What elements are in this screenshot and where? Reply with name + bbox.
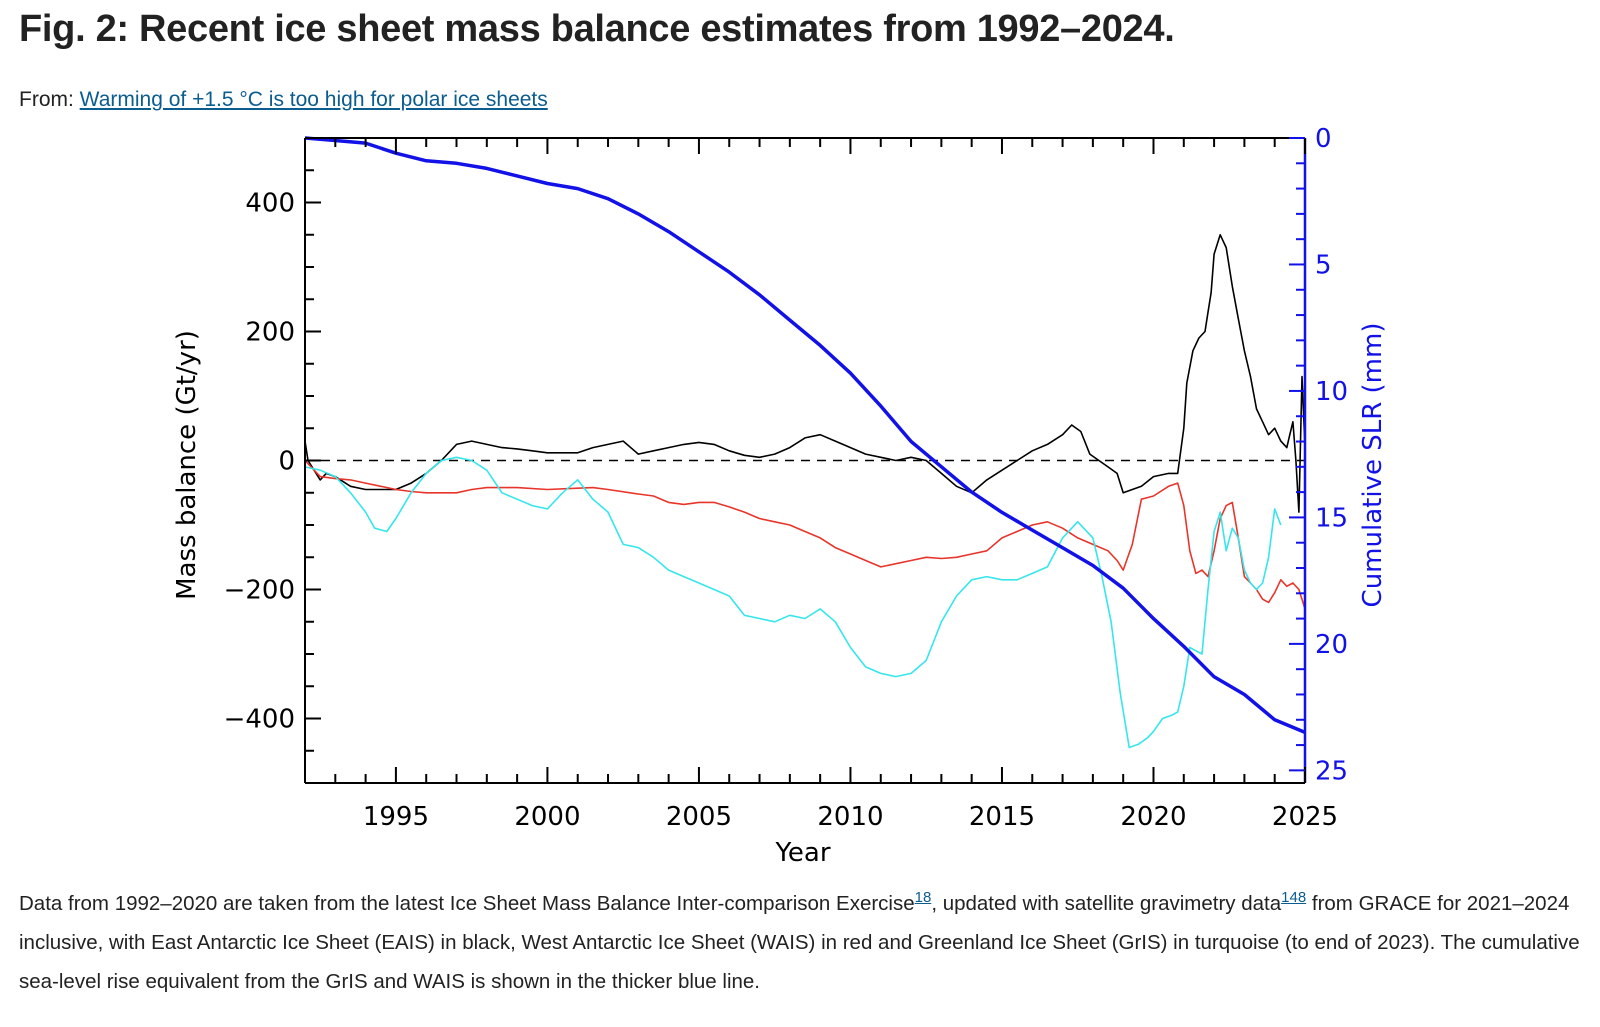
x-tick-label: 1995	[363, 802, 429, 832]
axes-layer: 1995 2000 2005 2010 2015 2020 2025−400−2000200…	[224, 124, 1349, 832]
x-axis-title: Year	[774, 838, 830, 868]
y-tick-label: 200	[245, 318, 295, 348]
caption-text-3: from GRACE for 2021–2024 inclusive, with…	[19, 892, 1580, 993]
source-article-link[interactable]: Warming of +1.5 °C is too high for polar…	[79, 88, 548, 111]
y2-axis-title: Cumulative SLR (mm)	[1358, 323, 1388, 608]
y2-tick-label: 25	[1315, 756, 1348, 786]
y2-tick-label: 5	[1315, 250, 1332, 280]
x-tick-label: 2010	[817, 802, 883, 832]
series-line-wais	[304, 459, 1306, 610]
from-label: From:	[19, 88, 74, 111]
x-tick-label: 2005	[666, 802, 732, 832]
figure-caption: Data from 1992–2020 are taken from the l…	[19, 884, 1584, 1001]
y-tick-label: −400	[224, 705, 295, 735]
x-tick-label: 2000	[514, 802, 580, 832]
x-tick-label: 2020	[1120, 802, 1186, 832]
figure-title: Fig. 2: Recent ice sheet mass balance es…	[19, 8, 1175, 50]
reference-link-18[interactable]: 18	[914, 889, 932, 907]
series-layer	[304, 136, 1306, 749]
caption-text-2: , updated with satellite gravimetry data	[931, 892, 1282, 915]
y2-tick-label: 10	[1315, 377, 1348, 407]
y-axis-title: Mass balance (Gt/yr)	[172, 330, 202, 600]
series-line-gris	[304, 456, 1282, 749]
y-tick-label: 0	[278, 447, 295, 477]
y-tick-label: −200	[224, 576, 295, 606]
series-line-slr	[304, 136, 1306, 735]
source-line: From: Warming of +1.5 °C is too high for…	[19, 88, 548, 112]
y2-tick-label: 0	[1315, 124, 1332, 154]
y2-tick-label: 20	[1315, 630, 1348, 660]
caption-text-1: Data from 1992–2020 are taken from the l…	[19, 892, 915, 915]
x-tick-label: 2015	[969, 802, 1035, 832]
mass-balance-chart: 1995 2000 2005 2010 2015 2020 2025−400−2000200…	[172, 124, 1388, 868]
reference-link-148[interactable]: 148	[1281, 889, 1307, 907]
y-tick-label: 400	[245, 189, 295, 219]
x-tick-label: 2025	[1272, 802, 1338, 832]
y2-tick-label: 15	[1315, 503, 1348, 533]
series-line-eais	[304, 234, 1306, 513]
